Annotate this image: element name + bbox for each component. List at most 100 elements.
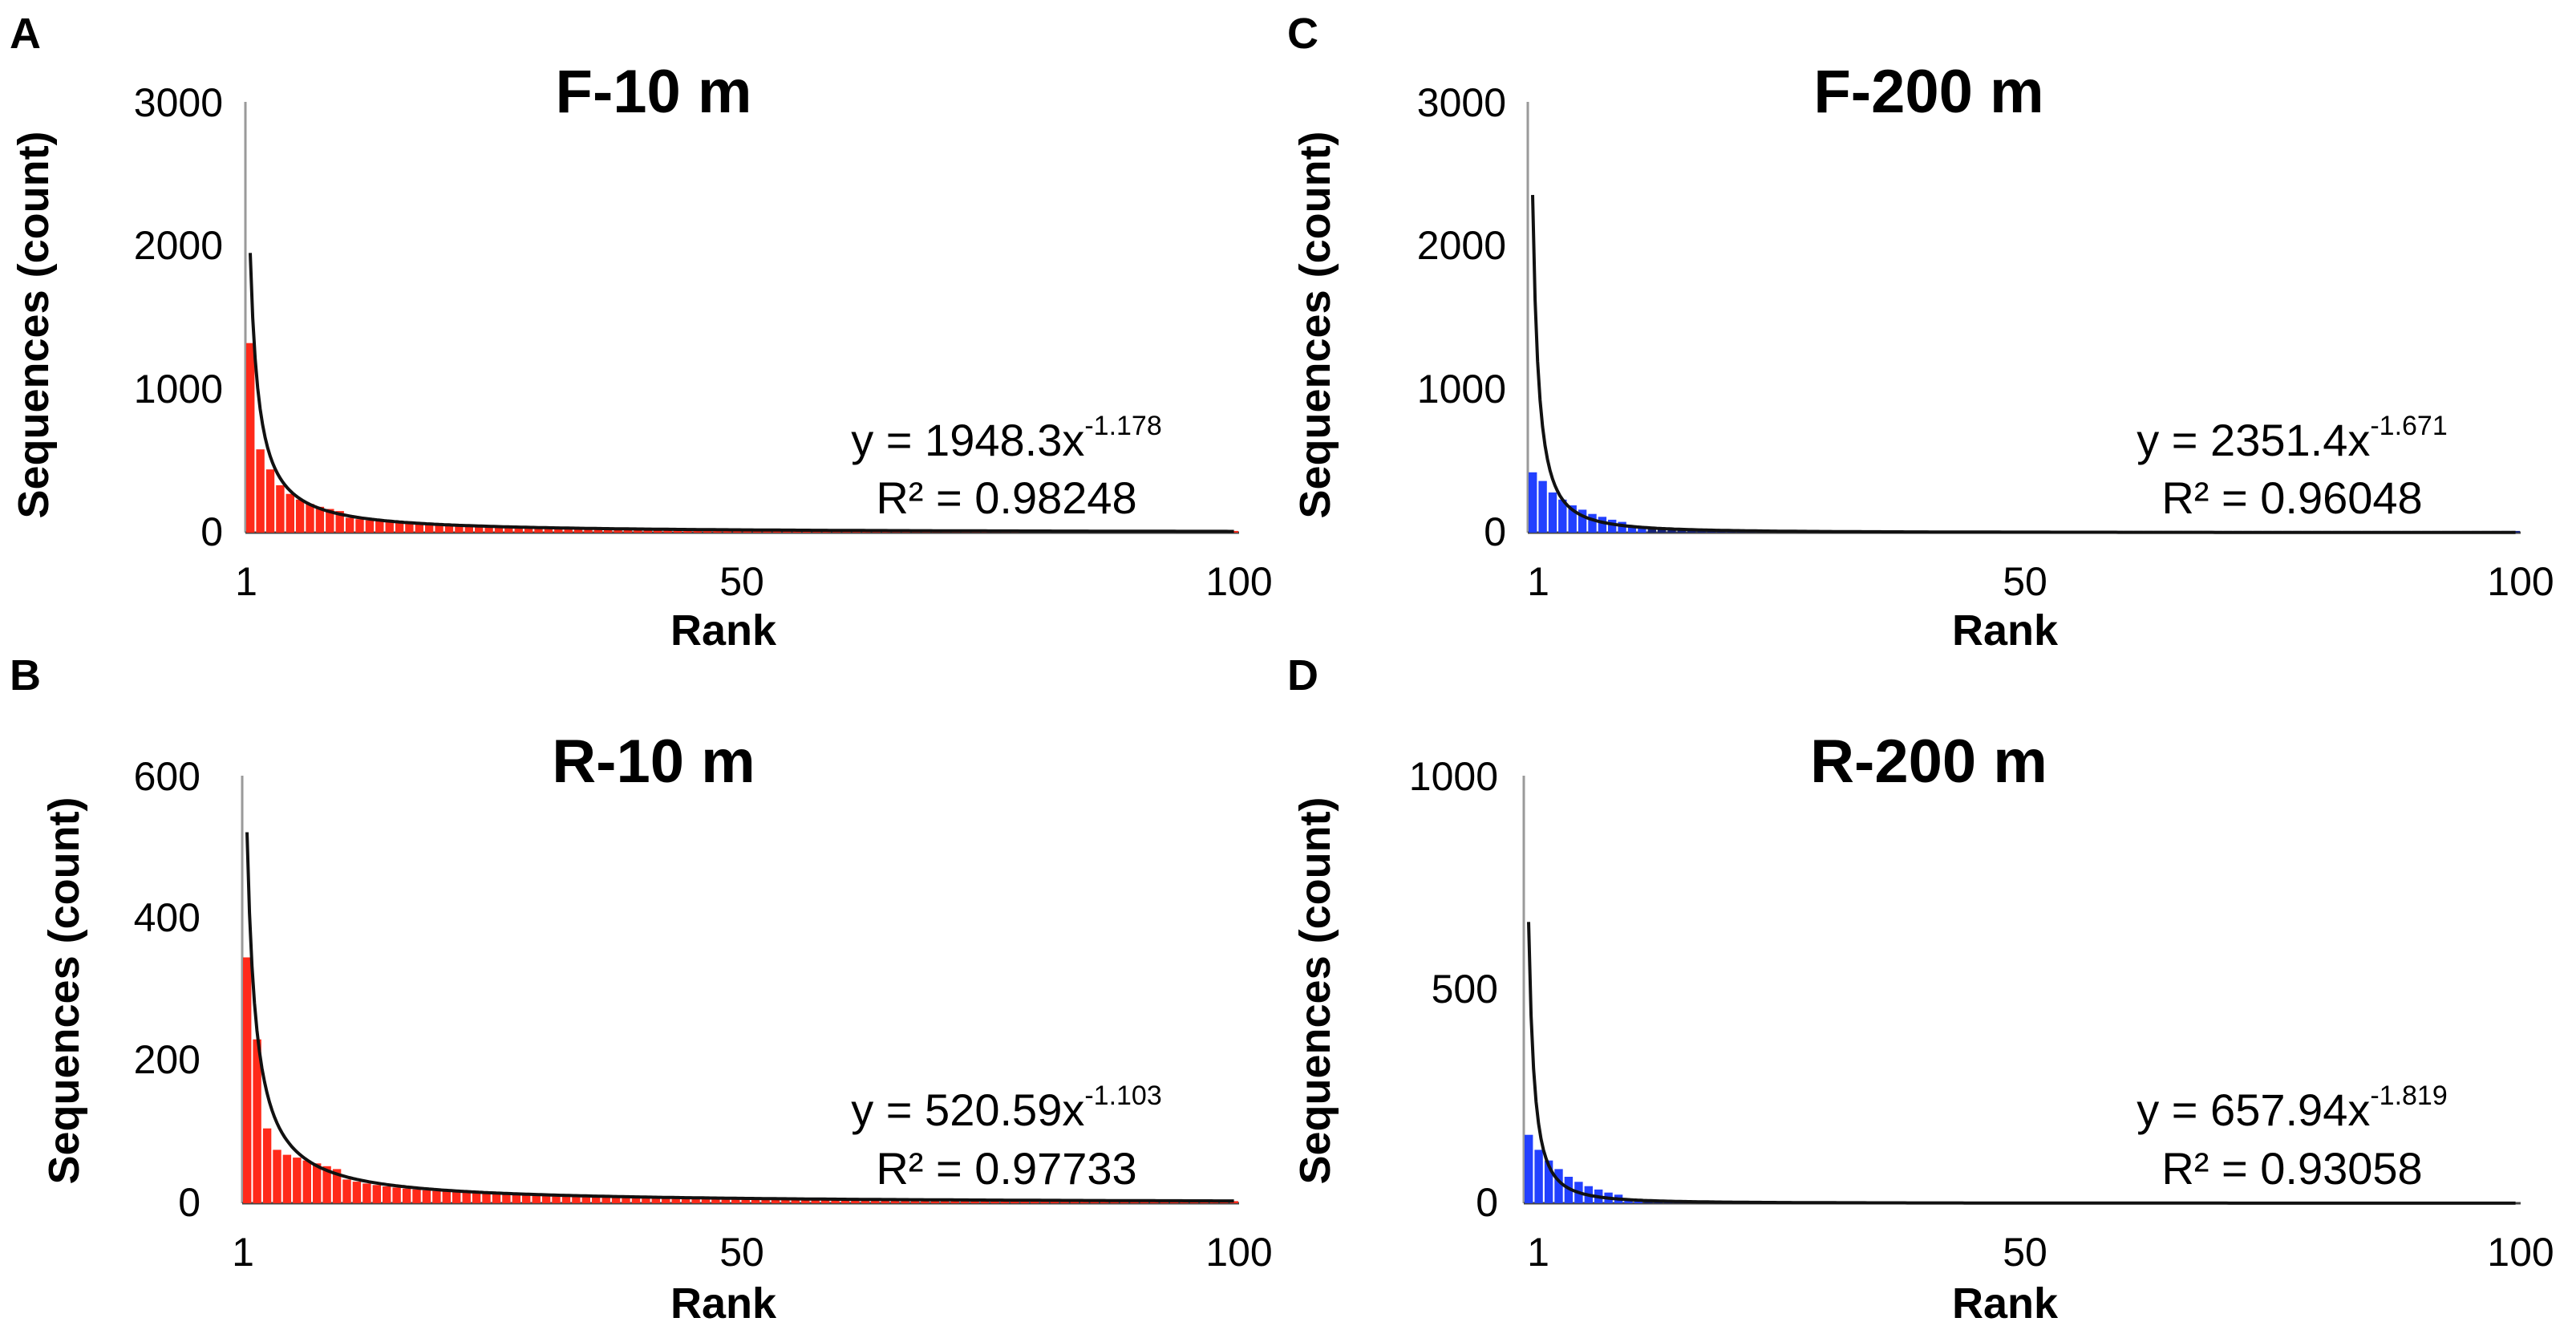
bar-b-74 [970,1200,979,1203]
x-tick-c-50: 50 [2003,559,2047,604]
bar-a-25 [484,526,493,533]
bar-a-17 [405,523,414,533]
x-tick-d-100: 100 [2487,1230,2554,1275]
bar-b-69 [921,1200,930,1203]
bar-b-14 [372,1185,381,1203]
bar-a-34 [573,529,583,533]
fit-curve-b [245,832,1234,1203]
bar-b-77 [1000,1200,1010,1203]
bar-b-10 [332,1169,342,1203]
bar-d-11 [1624,1200,1633,1203]
panel-d: D R-200 m Sequences (count) 1000 500 0 1… [1287,651,2554,1328]
fit-equation-b: y = 520.59x-1.103 [851,1081,1162,1135]
bar-a-44 [673,529,682,533]
bar-b-70 [930,1200,940,1203]
bar-c-9 [1608,519,1617,533]
x-tick-d-50: 50 [2003,1230,2047,1275]
bar-b-32 [552,1195,561,1203]
bar-b-27 [502,1194,511,1203]
bar-a-9 [326,509,334,533]
bar-c-15 [1667,529,1676,533]
bar-b-59 [820,1199,830,1203]
bar-b-21 [442,1191,451,1203]
bar-b-61 [840,1199,850,1203]
fit-equation-exponent-c: -1.671 [2370,411,2447,441]
bar-a-22 [455,525,464,533]
bar-a-30 [534,528,543,533]
bar-c-13 [1647,528,1656,533]
panel-a: A F-10 m Sequences (count) 3000 2000 100… [10,10,1273,655]
bar-b-52 [751,1198,760,1203]
bar-b-34 [572,1196,581,1203]
bar-a-37 [604,529,613,533]
x-tick-c-1: 1 [1527,559,1549,604]
bar-b-38 [611,1197,621,1203]
bar-a-41 [643,529,652,533]
bar-b-39 [622,1197,630,1203]
bar-b-71 [941,1200,950,1203]
bar-a-32 [554,528,563,533]
bar-a-2 [256,449,265,533]
bar-c-4 [1558,499,1567,533]
bar-b-6 [293,1158,302,1203]
bar-b-47 [701,1198,711,1203]
r-squared-c: R² = 0.96048 [2161,472,2422,523]
bar-a-20 [435,525,444,533]
bar-b-1 [243,957,252,1203]
y-tick-c-2000: 2000 [1417,223,1506,268]
bar-b-24 [472,1193,481,1203]
bar-c-16 [1677,529,1687,533]
y-axis-label-c: Sequences (count) [1291,131,1339,518]
y-tick-a-2000: 2000 [134,223,223,268]
bar-b-42 [651,1198,660,1203]
bar-c-2 [1538,480,1547,533]
fit-equation-prefix-c: y = 2351.4x [2137,415,2370,465]
y-axis-label-d: Sequences (count) [1291,797,1339,1184]
y-tick-c-1000: 1000 [1417,367,1506,412]
bar-b-73 [961,1200,970,1203]
x-tick-b-50: 50 [719,1230,764,1275]
y-tick-c-3000: 3000 [1417,80,1506,125]
bar-b-51 [741,1198,750,1203]
bar-b-49 [721,1198,730,1203]
bar-b-53 [761,1198,770,1203]
bar-a-1 [246,343,255,533]
chart-title-d: R-200 m [1810,728,2047,796]
y-tick-a-0: 0 [200,509,223,554]
bar-b-17 [402,1188,411,1203]
bar-b-65 [881,1199,889,1203]
bar-b-30 [532,1195,541,1203]
bar-a-42 [654,529,662,533]
y-tick-a-1000: 1000 [134,367,223,412]
bar-c-1 [1529,472,1537,533]
bars-b [243,957,1238,1203]
bar-c-11 [1627,527,1637,533]
bar-a-5 [286,493,294,533]
bar-b-46 [691,1198,700,1203]
x-tick-a-100: 100 [1205,559,1272,604]
bar-d-12 [1634,1200,1643,1203]
x-tick-b-100: 100 [1205,1230,1272,1275]
bar-b-67 [901,1200,909,1203]
y-tick-c-0: 0 [1484,509,1506,554]
bar-a-7 [306,504,314,533]
bar-b-37 [601,1197,610,1203]
bar-b-58 [811,1199,820,1203]
bar-b-20 [432,1190,441,1203]
bar-a-4 [276,485,285,533]
r-squared-b: R² = 0.97733 [876,1143,1136,1194]
bar-c-5 [1568,505,1577,533]
bar-c-14 [1657,529,1667,533]
bar-b-100 [1229,1201,1238,1203]
panel-letter-b: B [10,651,41,699]
y-tick-b-200: 200 [134,1037,200,1082]
bar-a-38 [614,529,622,533]
fit-curve-d [1527,922,2516,1205]
panel-letter-c: C [1287,10,1318,58]
bar-b-41 [642,1198,650,1203]
bar-b-57 [801,1199,810,1203]
fit-equation-prefix-d: y = 657.94x [2137,1085,2370,1135]
fit-equation-a: y = 1948.3x-1.178 [851,411,1162,465]
bar-a-24 [475,526,484,533]
